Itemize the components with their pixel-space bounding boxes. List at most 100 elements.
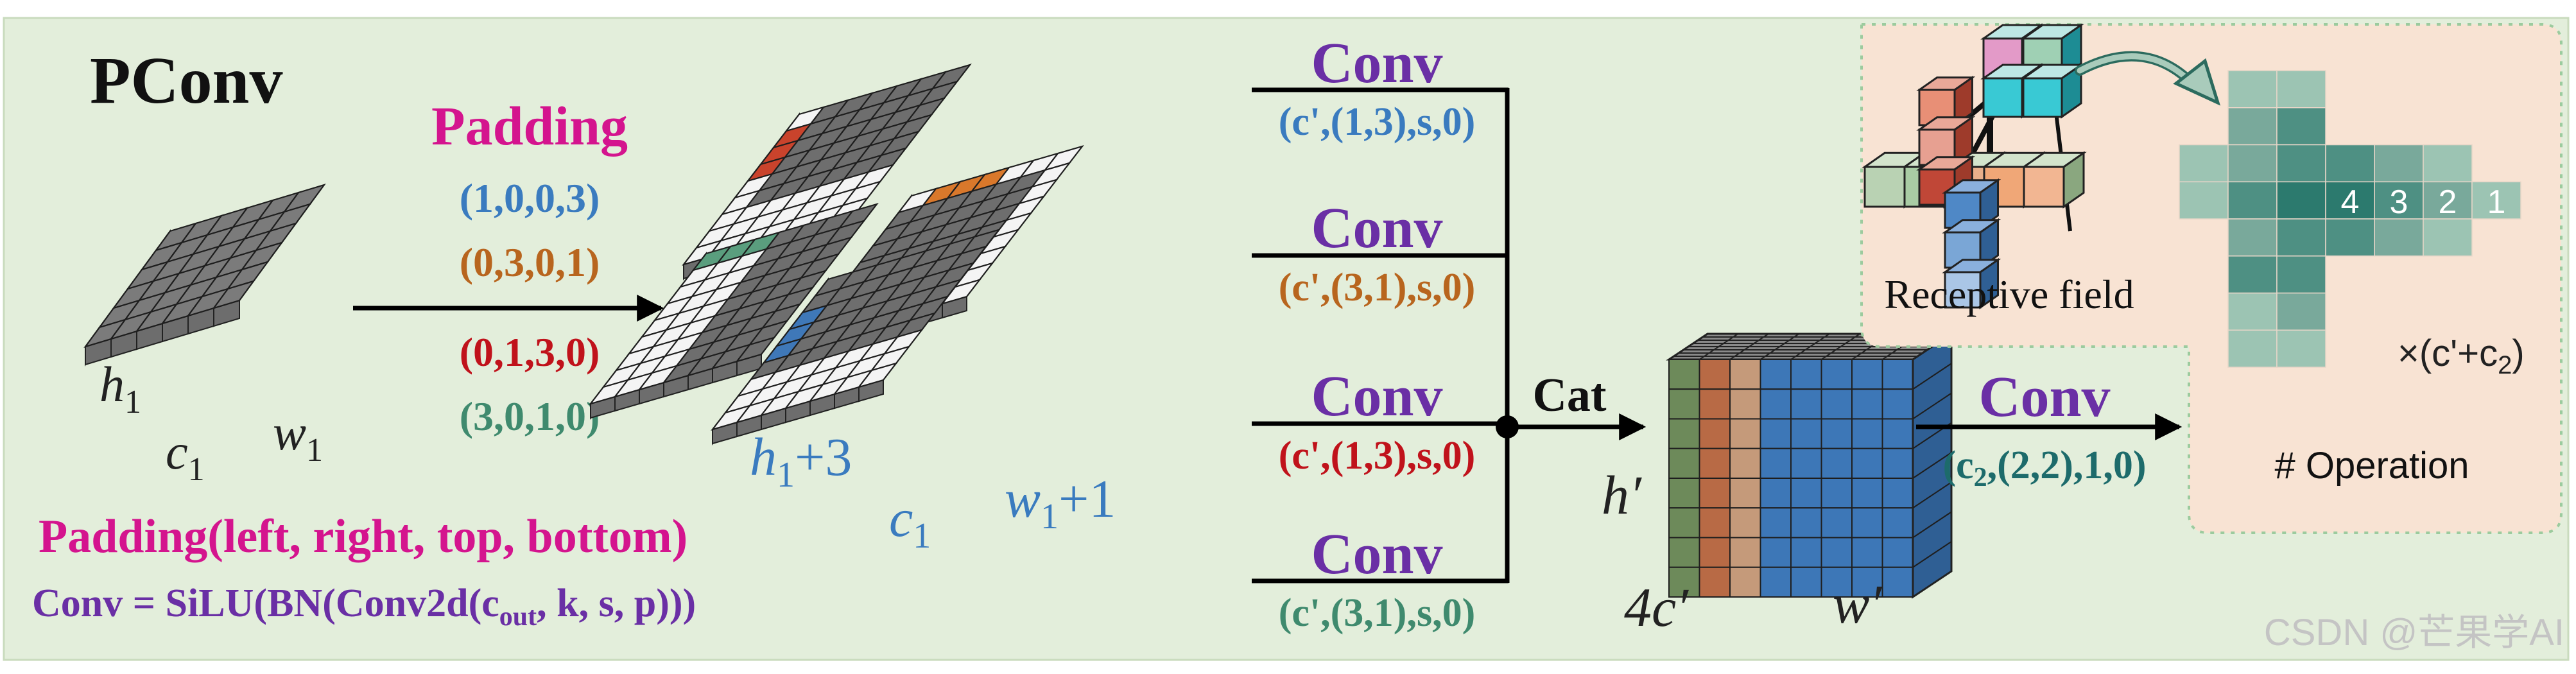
padded-map-green [589,203,879,420]
output-cell [1820,478,1853,509]
output-cell [1790,447,1822,479]
conv-branch-1-params: (c',(1,3),s,0) [1279,100,1475,144]
output-cell [1699,359,1731,390]
grid-cell [735,336,776,363]
final-conv-label: Conv [1978,365,2110,429]
operation-cell [2227,181,2278,220]
operation-cell [2179,144,2229,183]
output-w-label: w′ [1833,573,1882,635]
output-cell [1820,359,1853,390]
output-cell [1759,388,1792,420]
padding-tuple-2: (0,3,0,1) [460,239,600,285]
output-cell [1790,478,1822,509]
operation-cell [2423,218,2473,257]
output-cell [1668,537,1700,568]
output-cell [1699,478,1731,509]
output-cell [1881,507,1914,539]
operation-cell [2276,70,2326,108]
output-cell [1851,418,1883,449]
operation-number: 2 [2439,184,2457,221]
conv-branch-4-label: Conv [1311,523,1442,586]
output-h-label: h′ [1602,464,1642,526]
operation-cell [2325,218,2375,257]
padding-tuple-3: (0,1,3,0) [460,329,600,375]
operation-cell [2276,181,2326,220]
operation-cell [2374,144,2424,183]
output-cell [1759,359,1792,390]
output-cell [1729,388,1761,420]
output-cell [1729,478,1761,509]
operation-number: 4 [2341,184,2360,221]
operation-cell [2276,292,2326,331]
conv-branches [1252,87,1647,583]
output-cell [1668,566,1700,598]
operation-cell [2227,144,2278,183]
output-cell [1851,447,1883,479]
output-cell [1851,507,1883,539]
output-cell [1759,418,1792,449]
output-cell [1790,507,1822,539]
grid-cell [857,362,898,388]
padded-w-label: w1+1 [1005,469,1116,537]
output-cell [1759,566,1792,598]
padding-heading: Padding [431,95,628,157]
output-cell [1851,566,1883,598]
output-cell [1668,478,1700,509]
output-cell [1820,566,1853,598]
output-cell [1668,388,1700,420]
padding-tuple-4: (3,0,1,0) [460,393,600,439]
output-cell [1881,478,1914,509]
concatenated-output-cube [1666,332,1955,599]
input-grid-cells [83,184,326,367]
output-cell [1729,418,1761,449]
output-cell [1851,478,1883,509]
conv-branch-3-label: Conv [1311,365,1442,428]
operation-cell [2227,70,2278,108]
conv-branch-2-label: Conv [1311,196,1442,260]
output-cell [1881,388,1914,420]
operation-number: 3 [2390,184,2408,221]
output-cell [1881,537,1914,568]
output-cell [1881,418,1914,449]
output-cell [1851,537,1883,568]
input-w-label: w1 [273,404,323,469]
output-cell [1759,478,1792,509]
padded-h-label: h1+3 [750,428,852,495]
output-cell [1699,388,1731,420]
curved-arrow-head [2173,58,2221,106]
input-feature-map [83,184,326,367]
operation-cell [2276,107,2326,146]
operation-cell [2179,181,2229,220]
input-c-label: c1 [166,424,205,488]
cat-label: Cat [1532,369,1606,422]
operation-cell [2276,329,2326,368]
output-cell [1759,507,1792,539]
watermark: CSDN @芒果学AI [2264,612,2564,653]
output-cell [1790,418,1822,449]
operation-cell [2276,218,2326,257]
output-cell [1790,537,1822,568]
input-h-label: h1 [99,356,141,420]
operation-cell [2276,144,2326,183]
output-cell [1729,359,1761,390]
output-cell [1820,447,1853,479]
padded-feature-maps [589,64,1084,445]
output-cell [1881,566,1914,598]
conv-branch-2-params: (c',(3,1),s,0) [1279,266,1475,309]
output-cell [1729,537,1761,568]
conv-definition: Conv = SiLU(BN(Conv2d(cout, k, s, p))) [32,582,696,632]
padding-definition: Padding(left, right, top, bottom) [39,510,687,563]
output-cell [1851,359,1883,390]
operation-cell [2227,107,2278,146]
grid-cell [212,280,255,309]
operation-cell [2325,144,2375,183]
output-cell [1668,447,1700,479]
output-cell [1729,507,1761,539]
operation-cell [2276,255,2326,294]
receptive-field-label: Receptive field [1884,272,2134,317]
operation-number: 1 [2487,184,2506,221]
receptive-field-illustration [1862,23,2087,309]
operation-label: # Operation [2274,445,2469,487]
padding-tuple-1: (1,0,0,3) [460,175,600,221]
